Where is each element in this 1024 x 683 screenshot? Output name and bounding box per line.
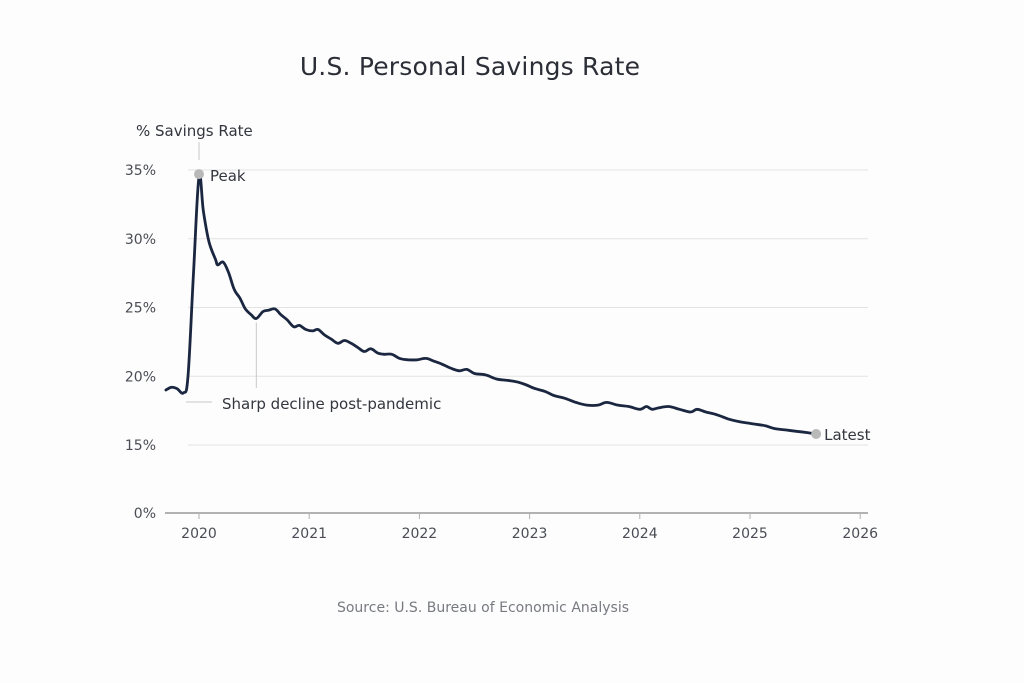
decline-annotation: Sharp decline post-pandemic [222, 395, 441, 413]
source-note: Source: U.S. Bureau of Economic Analysis [336, 600, 630, 616]
x-tick-label: 2025 [732, 526, 768, 542]
x-tick-label: 2026 [842, 526, 878, 542]
gridlines [188, 169, 868, 446]
y-tick-label: 30% [125, 232, 156, 248]
x-tick-label: 2023 [512, 526, 548, 542]
y-axis-labels: 0% 15% 20% 25% 30% 35% [125, 163, 156, 522]
series-line-savings-rate [164, 173, 818, 436]
annotations: Peak Sharp decline post-pandemic Latest [186, 167, 871, 444]
latest-label: Latest [824, 426, 870, 444]
y-tick-label: 15% [125, 438, 156, 454]
x-tick-label: 2020 [181, 526, 217, 542]
x-axis [165, 512, 868, 519]
peak-marker [194, 169, 204, 180]
y-tick-label: 20% [125, 369, 156, 385]
x-tick-label: 2021 [291, 526, 327, 542]
y-axis-title: % Savings Rate [136, 122, 253, 140]
series-layer [164, 173, 818, 436]
peak-label: Peak [210, 167, 246, 185]
y-tick-label: 35% [125, 163, 156, 179]
x-axis-labels: 2020 2021 2022 2023 2024 2025 2026 [181, 526, 878, 542]
y-tick-label: 25% [125, 301, 156, 317]
x-tick-label: 2022 [402, 526, 438, 542]
chart-title: U.S. Personal Savings Rate [299, 52, 641, 81]
x-tick-label: 2024 [622, 526, 658, 542]
y-tick-label: 0% [134, 506, 156, 522]
latest-marker [811, 429, 822, 439]
